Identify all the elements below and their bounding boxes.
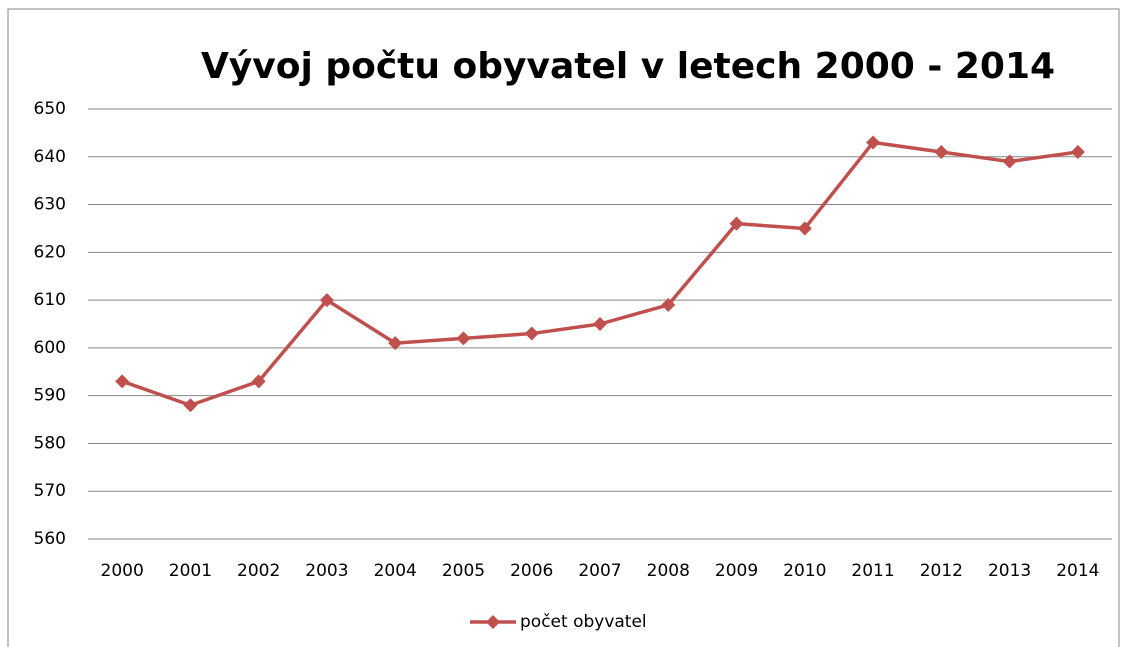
x-tick-label: 2014: [1056, 561, 1099, 581]
y-tick-label: 640: [34, 147, 66, 167]
x-tick-label: 2009: [715, 561, 758, 581]
point-marker: [934, 145, 949, 159]
point-marker: [115, 374, 130, 389]
point-marker: [593, 317, 607, 331]
point-marker: [183, 398, 198, 413]
point-marker: [1070, 145, 1085, 159]
x-tick-label: 2000: [101, 561, 144, 581]
x-tick-label: 2011: [851, 561, 894, 581]
point-marker: [661, 297, 676, 312]
y-tick-label: 580: [34, 433, 66, 453]
point-marker: [319, 293, 334, 308]
point-marker: [388, 336, 403, 351]
x-tick-label: 2004: [374, 561, 417, 581]
x-tick-label: 2002: [237, 561, 280, 581]
point-marker: [729, 216, 744, 231]
point-marker: [456, 331, 471, 346]
point-marker: [251, 374, 266, 389]
x-tick-label: 2012: [920, 561, 963, 581]
y-tick-label: 630: [34, 195, 66, 215]
x-tick-label: 2007: [578, 561, 621, 581]
y-tick-label: 590: [34, 386, 66, 406]
x-tick-label: 2008: [647, 561, 690, 581]
point-marker: [1002, 154, 1017, 169]
x-tick-label: 2006: [510, 561, 553, 581]
chart-title: Vývoj počtu obyvatel v letech 2000 - 201…: [201, 46, 1055, 87]
x-tick-label: 2001: [169, 561, 212, 581]
y-tick-label: 650: [34, 99, 66, 119]
y-tick-label: 600: [34, 338, 66, 358]
legend-marker: [486, 615, 500, 629]
x-tick-label: 2010: [783, 561, 826, 581]
point-marker: [866, 135, 881, 150]
x-tick-label: 2013: [988, 561, 1031, 581]
legend-label: počet obyvatel: [520, 612, 647, 632]
y-tick-label: 610: [34, 290, 66, 310]
y-tick-label: 560: [34, 529, 66, 549]
y-tick-label: 570: [34, 481, 66, 501]
x-tick-label: 2005: [442, 561, 485, 581]
point-marker: [524, 326, 539, 341]
y-tick-label: 620: [34, 242, 66, 262]
x-tick-label: 2003: [305, 561, 348, 581]
point-marker: [797, 221, 812, 236]
